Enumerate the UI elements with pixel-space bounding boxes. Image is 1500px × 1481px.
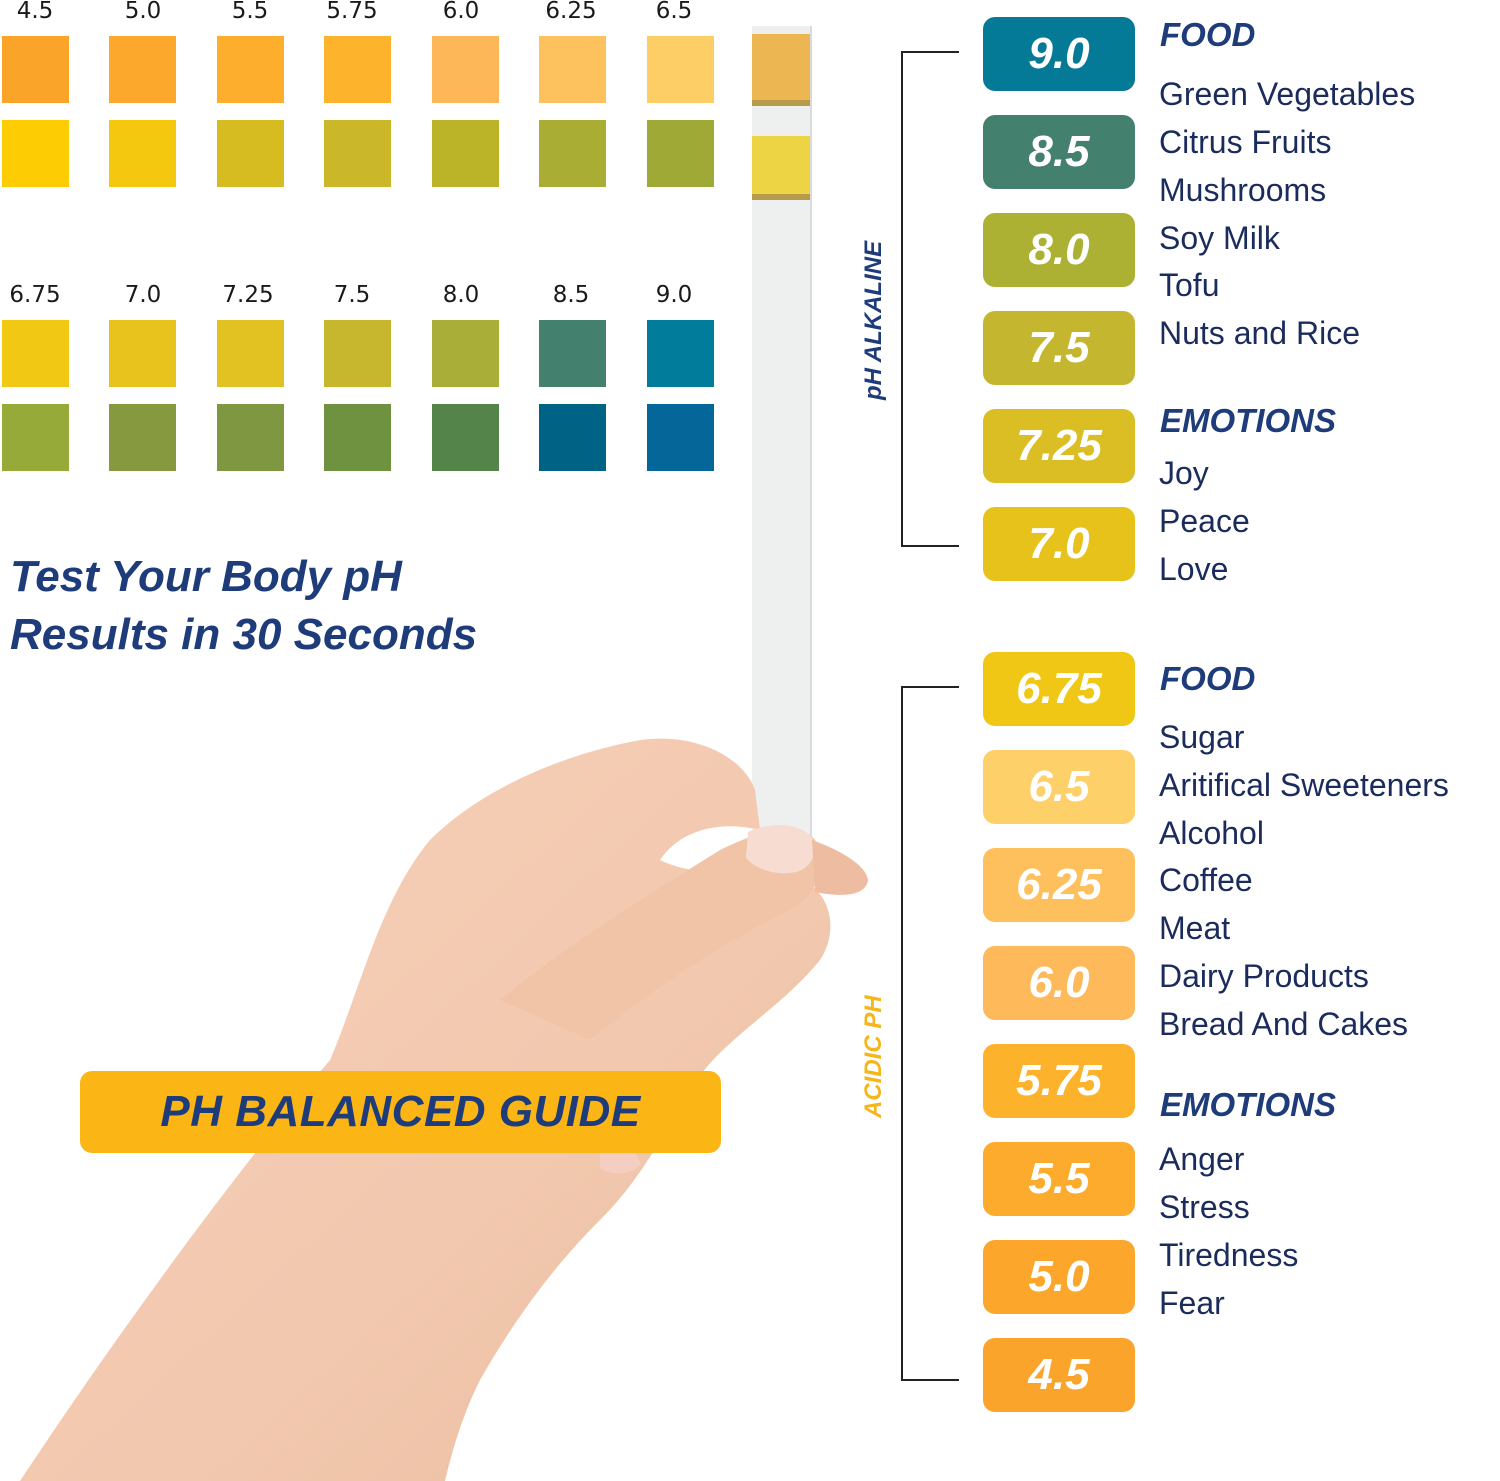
acidic-emotion-item: Fear xyxy=(1159,1285,1225,1321)
acidic-bracket xyxy=(901,686,903,1380)
color-swatch xyxy=(109,120,176,187)
ph-badge-5-5: 5.5 xyxy=(983,1142,1135,1216)
ph-badge-9-0: 9.0 xyxy=(983,17,1135,91)
acidic-emotion-item: Anger xyxy=(1159,1141,1245,1177)
acidic-emotions-heading: EMOTIONS xyxy=(1160,1086,1337,1123)
color-swatch xyxy=(432,320,499,387)
ph-badge-6-25: 6.25 xyxy=(983,848,1135,922)
swatch-label: 4.5 xyxy=(16,0,54,24)
alkaline-food-item: Mushrooms xyxy=(1159,172,1327,208)
acidic-food-item: Coffee xyxy=(1159,862,1253,898)
ph-badge-7-5: 7.5 xyxy=(983,311,1135,385)
ph-badge-7-0: 7.0 xyxy=(983,507,1135,581)
ph-badge-8-0: 8.0 xyxy=(983,213,1135,287)
acidic-emotion-item: Stress xyxy=(1159,1189,1250,1225)
color-swatch xyxy=(2,120,69,187)
ph-badge-6-0: 6.0 xyxy=(983,946,1135,1020)
alkaline-food-item: Citrus Fruits xyxy=(1159,124,1332,160)
ph-badge-5-75: 5.75 xyxy=(983,1044,1135,1118)
acidic-food-item: Bread And Cakes xyxy=(1159,1006,1409,1042)
color-swatch xyxy=(217,320,284,387)
acidic-food-heading: FOOD xyxy=(1160,660,1256,697)
swatch-label: 5.0 xyxy=(124,0,162,24)
swatch-label: 7.25 xyxy=(222,282,274,308)
swatch-label: 8.5 xyxy=(552,282,590,308)
color-swatch xyxy=(2,320,69,387)
acidic-food-item: Meat xyxy=(1159,910,1231,946)
color-swatch xyxy=(324,404,391,471)
alkaline-emotion-item: Love xyxy=(1159,551,1229,587)
color-swatch xyxy=(539,120,606,187)
acidic-label: ACIDIC PH xyxy=(860,995,887,1118)
color-swatch xyxy=(432,36,499,103)
acidic-bracket-top xyxy=(901,686,959,688)
acidic-food-item: Sugar xyxy=(1159,719,1245,755)
strip-pad-1 xyxy=(752,34,810,106)
headline-line-2: Results in 30 Seconds xyxy=(10,610,478,659)
swatch-label: 7.0 xyxy=(124,282,162,308)
acidic-food-item: Alcohol xyxy=(1159,815,1264,851)
ph-badge-6-5: 6.5 xyxy=(983,750,1135,824)
color-swatch xyxy=(109,404,176,471)
headline: Test Your Body pH Results in 30 Seconds xyxy=(10,548,477,664)
color-swatch xyxy=(2,36,69,103)
color-swatch xyxy=(539,404,606,471)
ph-badge-6-75: 6.75 xyxy=(983,652,1135,726)
alkaline-food-item: Green Vegetables xyxy=(1159,76,1416,112)
color-swatch xyxy=(432,120,499,187)
alkaline-bracket-bottom xyxy=(901,545,959,547)
swatch-label: 5.75 xyxy=(326,0,378,24)
ph-badge-7-25: 7.25 xyxy=(983,409,1135,483)
acidic-bracket-bottom xyxy=(901,1379,959,1381)
strip-pad-2 xyxy=(752,136,810,200)
color-swatch xyxy=(2,404,69,471)
color-swatch xyxy=(647,404,714,471)
color-swatch xyxy=(324,36,391,103)
swatch-label: 6.25 xyxy=(545,0,597,24)
alkaline-food-item: Tofu xyxy=(1159,267,1220,303)
swatch-label: 6.5 xyxy=(655,0,693,24)
color-swatch xyxy=(647,120,714,187)
ph-badge-4-5: 4.5 xyxy=(983,1338,1135,1412)
acidic-food-item: Aritifical Sweeteners xyxy=(1159,767,1449,803)
alkaline-emotions-heading: EMOTIONS xyxy=(1160,402,1337,439)
ph-balanced-guide-banner: PH BALANCED GUIDE xyxy=(80,1071,721,1153)
color-swatch xyxy=(647,320,714,387)
color-swatch xyxy=(217,36,284,103)
alkaline-emotion-item: Peace xyxy=(1159,503,1250,539)
color-swatch xyxy=(217,120,284,187)
alkaline-food-heading: FOOD xyxy=(1160,16,1256,53)
headline-line-1: Test Your Body pH xyxy=(10,552,402,601)
color-swatch xyxy=(109,36,176,103)
swatch-label: 6.0 xyxy=(442,0,480,24)
ph-badge-8-5: 8.5 xyxy=(983,115,1135,189)
color-swatch xyxy=(109,320,176,387)
swatch-label: 7.5 xyxy=(333,282,371,308)
color-swatch xyxy=(539,320,606,387)
ph-badge-5-0: 5.0 xyxy=(983,1240,1135,1314)
swatch-label: 6.75 xyxy=(9,282,61,308)
color-swatch xyxy=(217,404,284,471)
color-swatch xyxy=(539,36,606,103)
swatch-label: 8.0 xyxy=(442,282,480,308)
swatch-label: 5.5 xyxy=(231,0,269,24)
acidic-emotion-item: Tiredness xyxy=(1159,1237,1299,1273)
alkaline-bracket-top xyxy=(901,51,959,53)
color-swatch xyxy=(324,320,391,387)
test-strip xyxy=(752,26,812,906)
banner-label: PH BALANCED GUIDE xyxy=(160,1087,641,1136)
swatch-label: 9.0 xyxy=(655,282,693,308)
color-swatch xyxy=(647,36,714,103)
acidic-food-item: Dairy Products xyxy=(1159,958,1369,994)
alkaline-emotion-item: Joy xyxy=(1159,455,1209,491)
color-swatch xyxy=(432,404,499,471)
alkaline-food-item: Soy Milk xyxy=(1159,220,1280,256)
alkaline-bracket xyxy=(901,51,903,546)
alkaline-food-item: Nuts and Rice xyxy=(1159,315,1360,351)
alkaline-label: pH ALKALINE xyxy=(860,240,887,400)
color-swatch xyxy=(324,120,391,187)
